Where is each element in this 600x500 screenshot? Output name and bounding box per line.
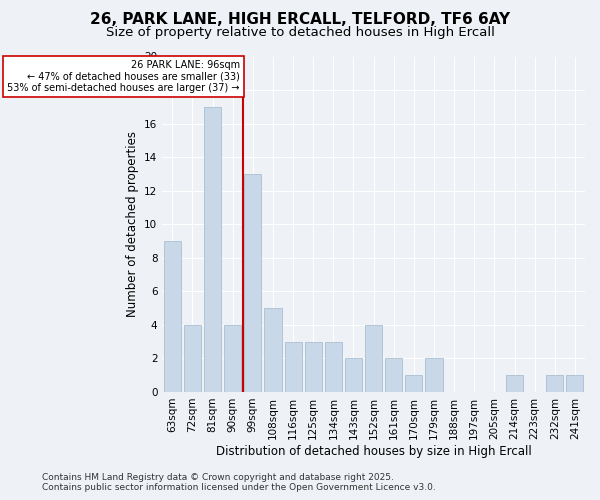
- Bar: [305, 342, 322, 392]
- Bar: [204, 107, 221, 392]
- Bar: [345, 358, 362, 392]
- Text: Size of property relative to detached houses in High Ercall: Size of property relative to detached ho…: [106, 26, 494, 39]
- Bar: [325, 342, 342, 392]
- Bar: [365, 325, 382, 392]
- Text: Contains HM Land Registry data © Crown copyright and database right 2025.
Contai: Contains HM Land Registry data © Crown c…: [42, 473, 436, 492]
- Bar: [406, 375, 422, 392]
- Y-axis label: Number of detached properties: Number of detached properties: [125, 131, 139, 317]
- Bar: [184, 325, 201, 392]
- Bar: [224, 325, 241, 392]
- Bar: [506, 375, 523, 392]
- Bar: [546, 375, 563, 392]
- Bar: [284, 342, 302, 392]
- Bar: [265, 308, 281, 392]
- Bar: [164, 241, 181, 392]
- X-axis label: Distribution of detached houses by size in High Ercall: Distribution of detached houses by size …: [216, 444, 532, 458]
- Bar: [385, 358, 403, 392]
- Text: 26, PARK LANE, HIGH ERCALL, TELFORD, TF6 6AY: 26, PARK LANE, HIGH ERCALL, TELFORD, TF6…: [90, 12, 510, 28]
- Bar: [425, 358, 443, 392]
- Bar: [244, 174, 262, 392]
- Text: 26 PARK LANE: 96sqm
← 47% of detached houses are smaller (33)
53% of semi-detach: 26 PARK LANE: 96sqm ← 47% of detached ho…: [7, 60, 240, 93]
- Bar: [566, 375, 583, 392]
